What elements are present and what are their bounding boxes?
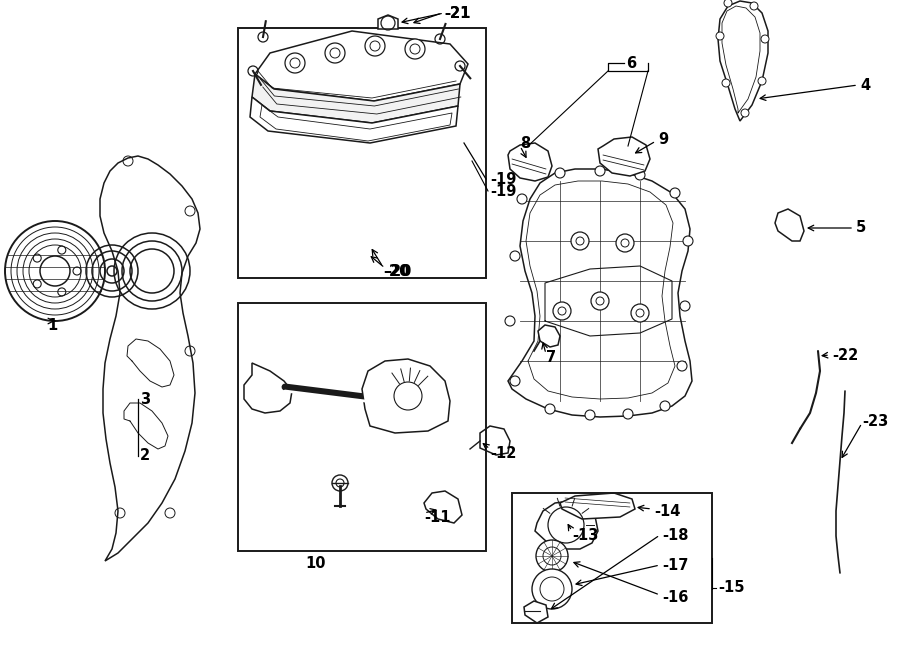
Circle shape <box>623 409 633 419</box>
Text: -14: -14 <box>654 504 680 518</box>
Text: 4: 4 <box>860 77 870 93</box>
Text: 5: 5 <box>856 221 866 235</box>
Circle shape <box>543 547 561 565</box>
Circle shape <box>680 301 690 311</box>
Circle shape <box>616 234 634 252</box>
Circle shape <box>750 2 758 10</box>
Circle shape <box>517 194 527 204</box>
Text: -18: -18 <box>662 527 688 543</box>
Circle shape <box>510 251 520 261</box>
Text: -23: -23 <box>862 414 888 428</box>
Text: 10: 10 <box>306 555 326 570</box>
Polygon shape <box>598 137 650 176</box>
Text: -20: -20 <box>385 264 411 278</box>
Text: 8: 8 <box>520 136 530 151</box>
Circle shape <box>741 109 749 117</box>
Circle shape <box>540 577 564 601</box>
Bar <box>512 493 712 623</box>
Circle shape <box>405 39 425 59</box>
Polygon shape <box>538 325 560 347</box>
Circle shape <box>510 376 520 386</box>
Circle shape <box>631 304 649 322</box>
Circle shape <box>285 53 305 73</box>
Circle shape <box>761 35 769 43</box>
Polygon shape <box>524 601 548 623</box>
Polygon shape <box>378 15 398 29</box>
Polygon shape <box>252 74 460 123</box>
Circle shape <box>722 79 730 87</box>
Polygon shape <box>718 1 768 121</box>
Polygon shape <box>775 209 804 241</box>
Polygon shape <box>362 359 450 433</box>
Text: -19: -19 <box>490 171 517 186</box>
Circle shape <box>585 410 595 420</box>
Circle shape <box>621 239 629 247</box>
Polygon shape <box>250 97 458 143</box>
Text: -20: -20 <box>383 264 410 278</box>
Circle shape <box>576 237 584 245</box>
Polygon shape <box>244 363 292 413</box>
Circle shape <box>571 232 589 250</box>
Text: -11: -11 <box>424 510 451 524</box>
Polygon shape <box>255 31 468 101</box>
Text: -21: -21 <box>444 5 471 20</box>
Circle shape <box>635 170 645 180</box>
Circle shape <box>677 361 687 371</box>
Circle shape <box>724 0 732 7</box>
Text: -22: -22 <box>832 348 859 362</box>
Circle shape <box>636 309 644 317</box>
Bar <box>238 303 486 551</box>
Circle shape <box>325 43 345 63</box>
Polygon shape <box>508 143 552 181</box>
Circle shape <box>591 292 609 310</box>
Circle shape <box>595 166 605 176</box>
Circle shape <box>545 404 555 414</box>
Text: -16: -16 <box>662 590 688 605</box>
Circle shape <box>758 77 766 85</box>
Bar <box>238 28 486 278</box>
Circle shape <box>505 316 515 326</box>
Circle shape <box>553 302 571 320</box>
Circle shape <box>716 32 724 40</box>
Circle shape <box>365 36 385 56</box>
Text: 6: 6 <box>626 56 636 71</box>
Circle shape <box>555 168 565 178</box>
Polygon shape <box>480 426 510 455</box>
Text: 7: 7 <box>546 350 556 366</box>
Text: -12: -12 <box>490 446 517 461</box>
Circle shape <box>683 236 693 246</box>
Polygon shape <box>100 156 200 561</box>
Text: -21: -21 <box>444 5 471 20</box>
Circle shape <box>596 297 604 305</box>
Circle shape <box>660 401 670 411</box>
Text: 1: 1 <box>47 319 57 334</box>
Circle shape <box>558 307 566 315</box>
Polygon shape <box>365 387 388 411</box>
Circle shape <box>670 188 680 198</box>
Polygon shape <box>424 491 462 523</box>
Text: -17: -17 <box>662 557 688 572</box>
Text: 2: 2 <box>140 449 150 463</box>
Text: 3: 3 <box>140 391 150 407</box>
Circle shape <box>532 569 572 609</box>
Text: 9: 9 <box>658 132 668 147</box>
Polygon shape <box>560 493 635 519</box>
Polygon shape <box>508 169 692 417</box>
Text: -19: -19 <box>490 184 517 198</box>
Circle shape <box>536 540 568 572</box>
Text: -15: -15 <box>718 580 744 596</box>
Text: -13: -13 <box>572 527 598 543</box>
Polygon shape <box>535 501 598 549</box>
